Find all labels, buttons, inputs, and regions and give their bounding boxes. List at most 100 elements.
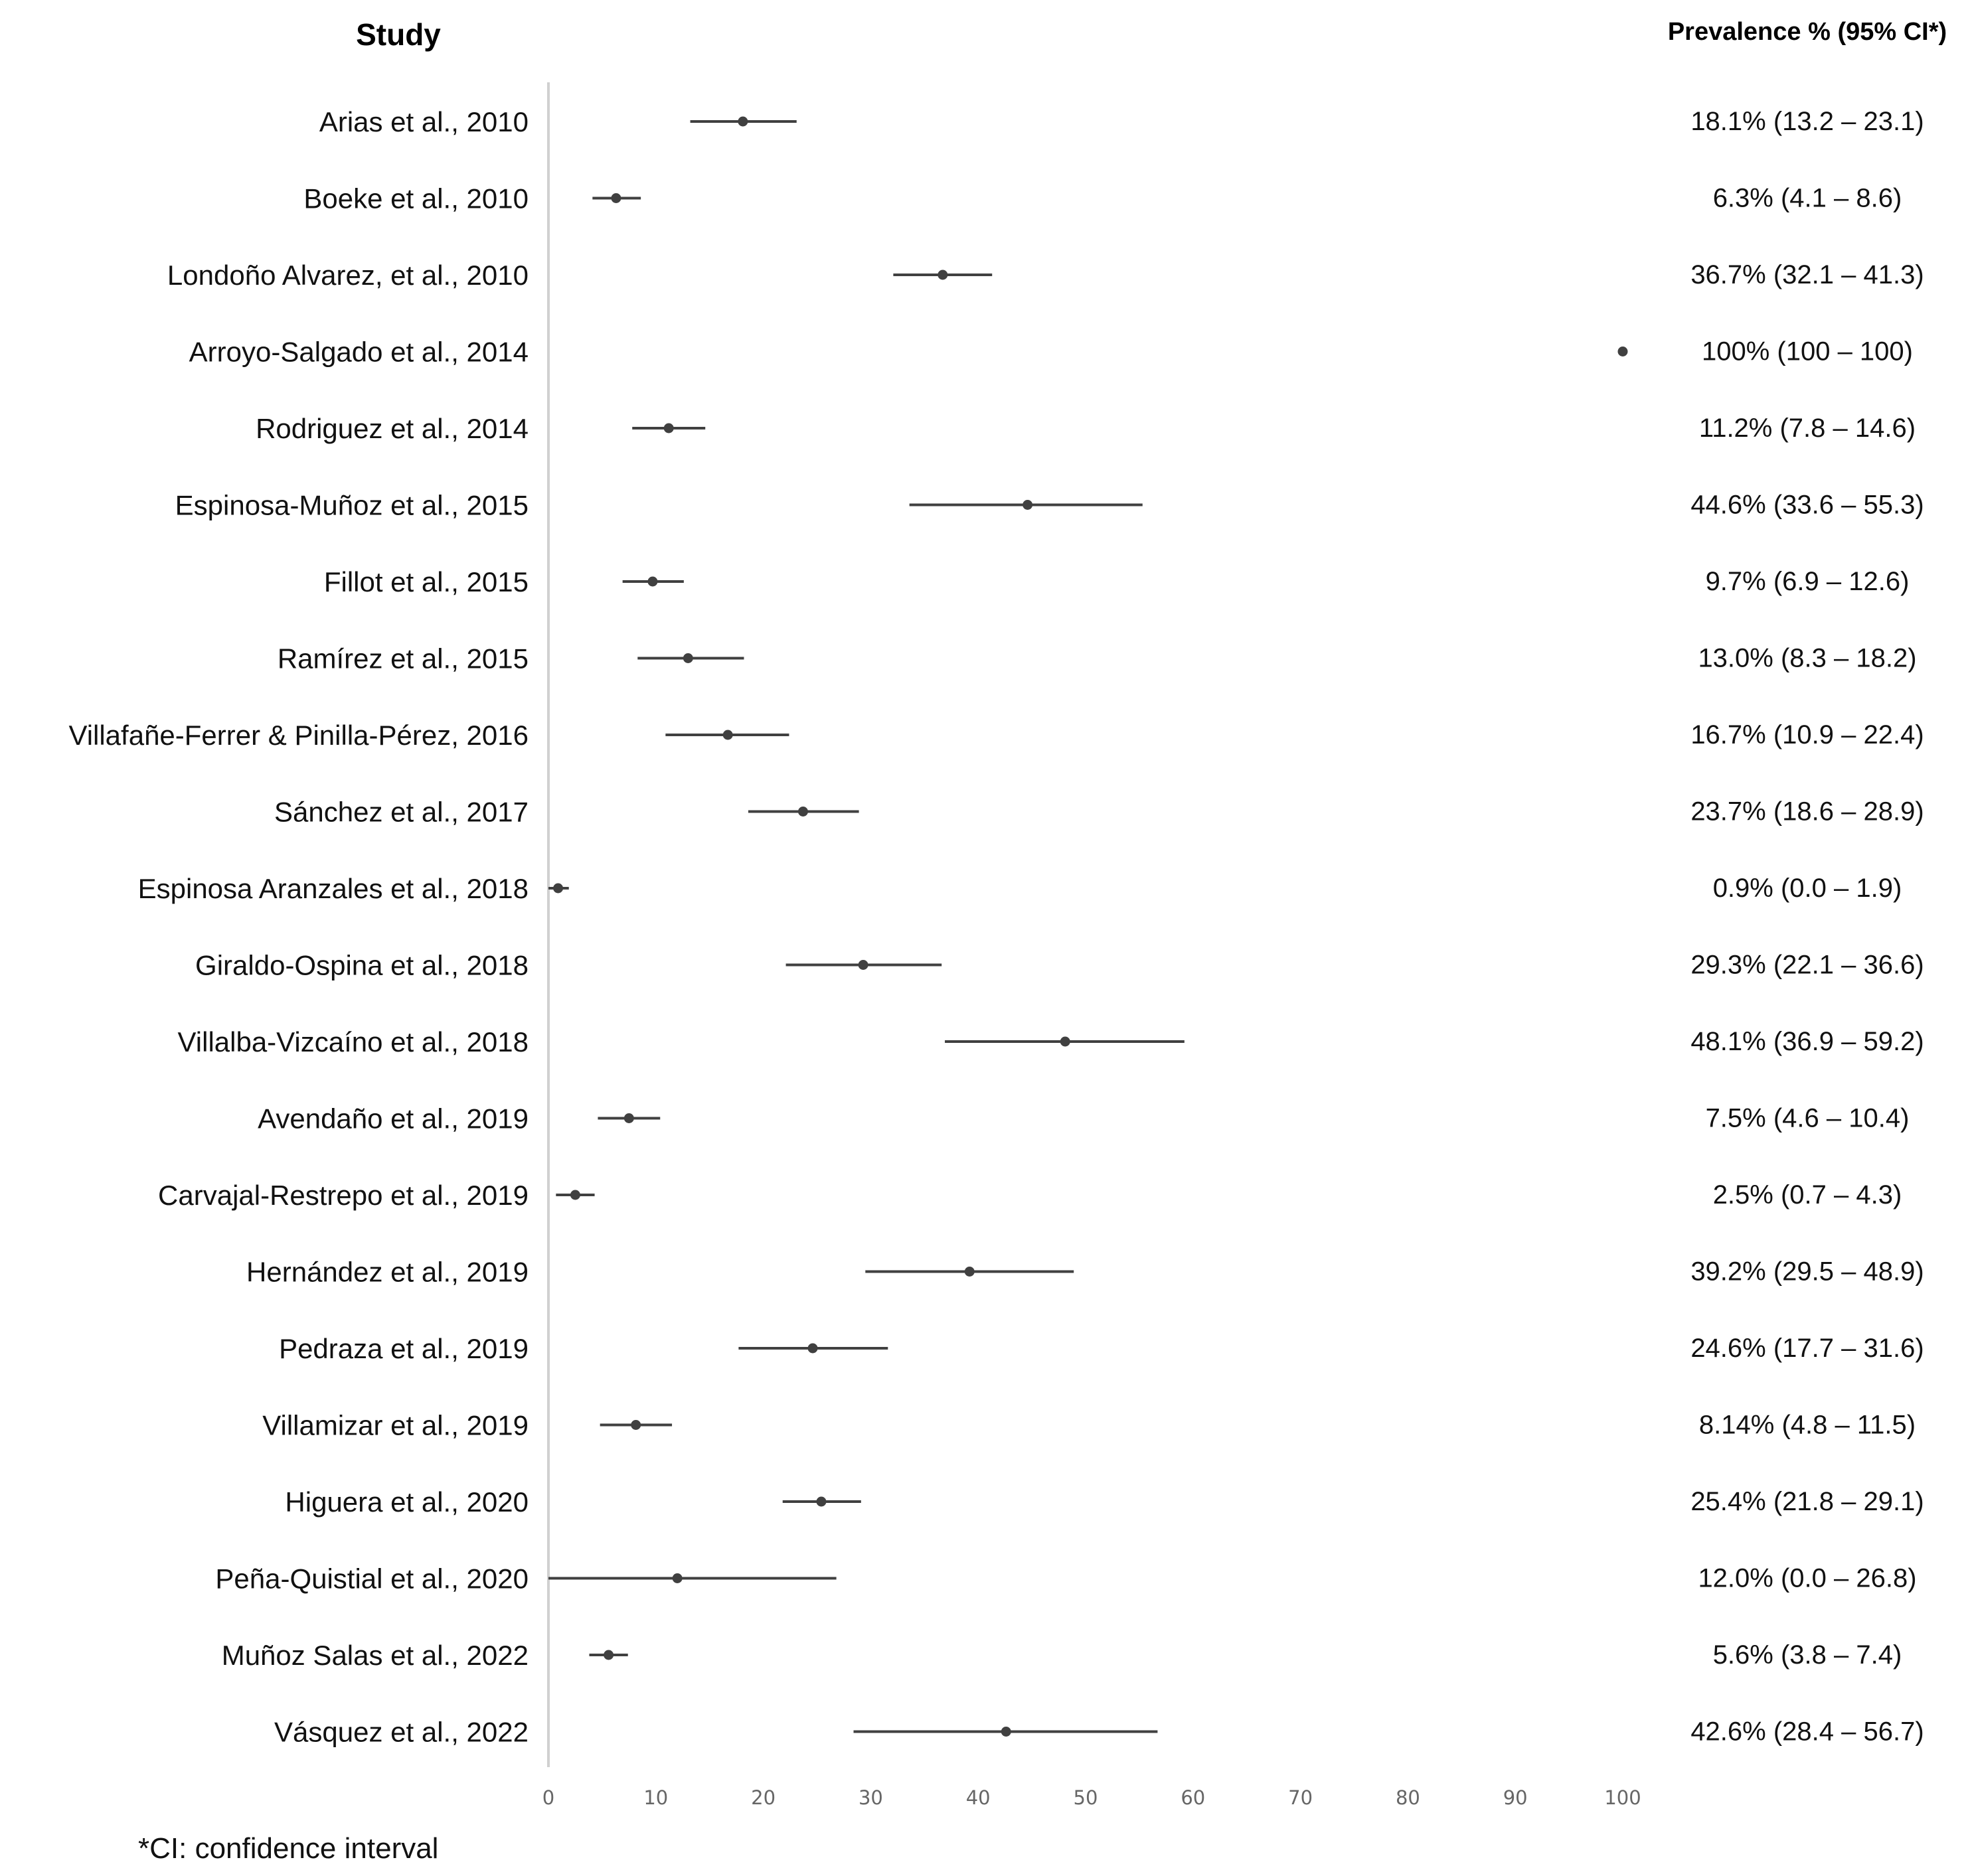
estimate-point [816, 1496, 827, 1507]
x-tick-label: 60 [1181, 1786, 1205, 1809]
study-label: Villafañe-Ferrer & Pinilla-Pérez, 2016 [68, 720, 529, 751]
estimate-point [570, 1190, 580, 1200]
prevalence-value: 11.2% (7.8 – 14.6) [1699, 414, 1916, 443]
estimate-point [663, 423, 674, 433]
prevalence-value: 29.3% (22.1 – 36.6) [1690, 951, 1924, 980]
prevalence-value: 8.14% (4.8 – 11.5) [1699, 1411, 1916, 1440]
estimate-point [631, 1420, 641, 1430]
study-row: Muñoz Salas et al., 2022 5.6% (3.8 – 7.4) [222, 1640, 1902, 1671]
study-label: Sánchez et al., 2017 [274, 797, 529, 828]
study-row: Peña-Quistial et al., 2020 12.0% (0.0 – 2… [215, 1563, 1916, 1595]
study-row: Carvajal-Restrepo et al., 2019 2.5% (0.7 … [158, 1180, 1902, 1211]
study-label: Carvajal-Restrepo et al., 2019 [158, 1180, 529, 1211]
estimate-point [807, 1343, 818, 1354]
estimate-point [683, 653, 693, 663]
prevalence-value: 42.6% (28.4 – 56.7) [1690, 1717, 1924, 1747]
prevalence-value: 13.0% (8.3 – 18.2) [1698, 644, 1916, 673]
study-label: Giraldo-Ospina et al., 2018 [195, 950, 529, 981]
study-label: Vásquez et al., 2022 [274, 1717, 529, 1748]
study-row: Avendaño et al., 2019 7.5% (4.6 – 10.4) [258, 1103, 1909, 1134]
prevalence-value: 100% (100 – 100) [1702, 337, 1913, 366]
study-row: Sánchez et al., 2017 23.7% (18.6 – 28.9) [274, 797, 1924, 828]
estimate-point [964, 1267, 975, 1277]
estimate-point [1060, 1036, 1070, 1047]
study-label: Fillot et al., 2015 [324, 566, 529, 597]
estimate-point [623, 1113, 634, 1123]
footnote: *CI: confidence interval [138, 1832, 438, 1865]
estimate-point [1023, 500, 1033, 510]
estimate-point [604, 1650, 614, 1660]
study-row: Villafañe-Ferrer & Pinilla-Pérez, 2016 16… [68, 720, 1924, 751]
study-row: Londoño Alvarez, et al., 2010 36.7% (32.1… [167, 260, 1924, 291]
x-tick-label: 30 [859, 1786, 883, 1809]
study-row: Vásquez et al., 2022 42.6% (28.4 – 56.7) [274, 1717, 1924, 1748]
prevalence-value: 25.4% (21.8 – 29.1) [1690, 1487, 1924, 1516]
prevalence-value: 7.5% (4.6 – 10.4) [1706, 1104, 1910, 1133]
prevalence-value: 16.7% (10.9 – 22.4) [1690, 720, 1924, 749]
study-label: Pedraza et al., 2019 [279, 1333, 529, 1364]
x-tick-label: 50 [1074, 1786, 1098, 1809]
prevalence-value: 44.6% (33.6 – 55.3) [1690, 491, 1924, 520]
prevalence-value: 18.1% (13.2 – 23.1) [1690, 107, 1924, 136]
x-tick-label: 100 [1604, 1786, 1641, 1809]
x-tick-label: 70 [1288, 1786, 1313, 1809]
prevalence-value: 23.7% (18.6 – 28.9) [1690, 797, 1924, 826]
estimate-point [722, 730, 733, 740]
x-tick-label: 40 [966, 1786, 991, 1809]
study-label: Londoño Alvarez, et al., 2010 [167, 260, 529, 291]
study-label: Higuera et al., 2020 [285, 1486, 529, 1518]
estimate-point [611, 193, 621, 203]
prevalence-value: 2.5% (0.7 – 4.3) [1713, 1180, 1902, 1210]
study-row: Rodriguez et al., 2014 11.2% (7.8 – 14.6) [256, 413, 1916, 444]
x-tick-label: 80 [1396, 1786, 1420, 1809]
study-row: Espinosa Aranzales et al., 2018 0.9% (0.0… [138, 873, 1902, 904]
prevalence-header: Prevalence % (95% CI*) [1668, 18, 1947, 46]
study-row: Pedraza et al., 2019 24.6% (17.7 – 31.6) [279, 1333, 1924, 1364]
estimate-point [858, 960, 868, 970]
x-tick-label: 90 [1503, 1786, 1528, 1809]
estimate-point [738, 116, 748, 127]
prevalence-value: 12.0% (0.0 – 26.8) [1698, 1564, 1916, 1593]
study-row: Fillot et al., 2015 9.7% (6.9 – 12.6) [324, 566, 1910, 597]
study-label: Avendaño et al., 2019 [258, 1103, 529, 1134]
estimate-point [553, 883, 564, 894]
study-label: Arias et al., 2010 [319, 106, 529, 137]
study-label: Boeke et al., 2010 [303, 183, 529, 214]
prevalence-value: 0.9% (0.0 – 1.9) [1713, 874, 1902, 903]
estimate-point [938, 270, 948, 280]
prevalence-value: 39.2% (29.5 – 48.9) [1690, 1257, 1924, 1287]
study-label: Villalba-Vizcaíno et al., 2018 [178, 1026, 529, 1057]
study-header: Study [356, 17, 441, 52]
study-label: Villamizar et al., 2019 [262, 1410, 529, 1441]
study-label: Hernández et al., 2019 [246, 1257, 529, 1288]
prevalence-value: 6.3% (4.1 – 8.6) [1713, 184, 1902, 213]
prevalence-value: 48.1% (36.9 – 59.2) [1690, 1027, 1924, 1056]
study-row: Arias et al., 2010 18.1% (13.2 – 23.1) [319, 106, 1924, 137]
estimate-point [1617, 347, 1628, 356]
x-tick-label: 10 [643, 1786, 668, 1809]
estimate-point [647, 576, 658, 587]
study-row: Arroyo-Salgado et al., 2014 100% (100 – 1… [189, 337, 1913, 368]
study-row: Higuera et al., 2020 25.4% (21.8 – 29.1) [285, 1486, 1924, 1518]
study-row: Giraldo-Ospina et al., 2018 29.3% (22.1 –… [195, 950, 1924, 981]
prevalence-value: 5.6% (3.8 – 7.4) [1713, 1640, 1902, 1670]
estimate-point [1001, 1727, 1011, 1737]
estimate-point [672, 1573, 683, 1583]
prevalence-value: 24.6% (17.7 – 31.6) [1690, 1334, 1924, 1363]
study-row: Espinosa-Muñoz et al., 2015 44.6% (33.6 –… [175, 490, 1924, 521]
estimate-point [797, 807, 808, 817]
study-label: Muñoz Salas et al., 2022 [222, 1640, 529, 1671]
study-label: Ramírez et al., 2015 [278, 643, 529, 674]
study-label: Espinosa Aranzales et al., 2018 [138, 873, 529, 904]
study-label: Arroyo-Salgado et al., 2014 [189, 337, 529, 368]
study-rows: Arias et al., 2010 18.1% (13.2 – 23.1) Boe… [68, 106, 1924, 1748]
study-row: Hernández et al., 2019 39.2% (29.5 – 48.9… [246, 1257, 1924, 1288]
study-row: Villamizar et al., 2019 8.14% (4.8 – 11.5… [262, 1410, 1916, 1441]
study-row: Villalba-Vizcaíno et al., 2018 48.1% (36.… [178, 1026, 1924, 1057]
study-row: Boeke et al., 2010 6.3% (4.1 – 8.6) [303, 183, 1902, 214]
study-label: Peña-Quistial et al., 2020 [215, 1563, 529, 1595]
study-label: Espinosa-Muñoz et al., 2015 [175, 490, 529, 521]
x-axis-ticks: 0 10 20 30 40 50 60 70 80 90 100 [542, 1786, 1641, 1809]
x-tick-label: 20 [751, 1786, 776, 1809]
